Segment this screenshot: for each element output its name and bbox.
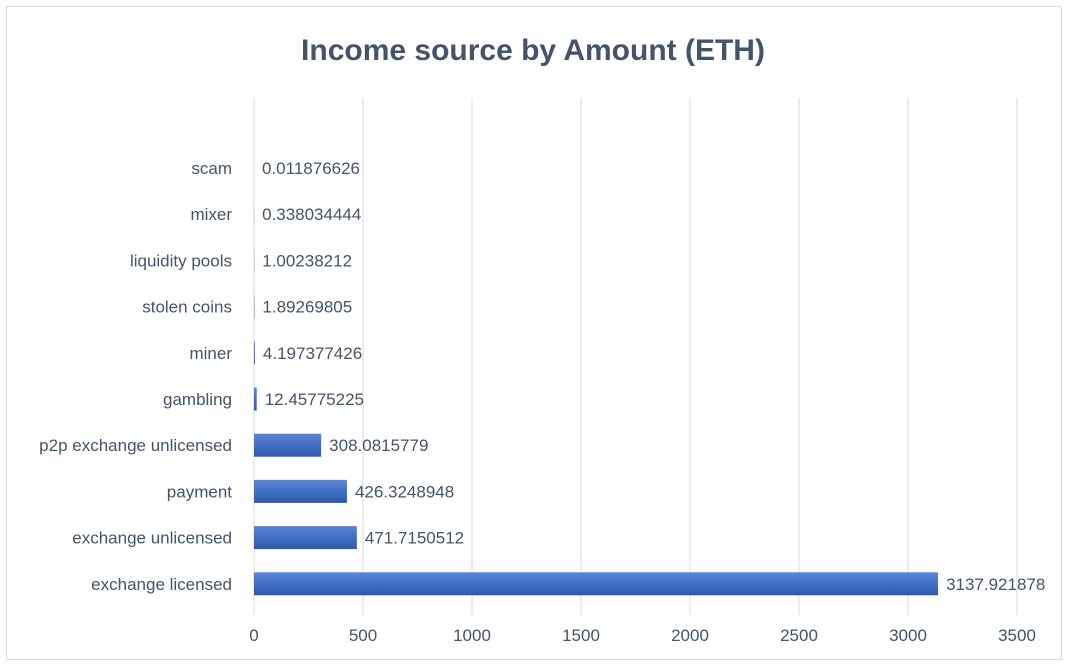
x-tick-label: 3000: [889, 626, 927, 645]
bar: [254, 479, 347, 503]
x-tick-label: 2500: [780, 626, 818, 645]
category-label: scam: [191, 159, 232, 178]
chart-title: Income source by Amount (ETH): [301, 34, 765, 67]
value-label: 3137.921878: [946, 575, 1045, 594]
category-label: liquidity pools: [130, 251, 232, 270]
x-tick-label: 500: [349, 626, 377, 645]
bar: [254, 572, 939, 596]
value-label: 4.197377426: [263, 344, 362, 363]
category-label: stolen coins: [142, 298, 232, 317]
category-label: p2p exchange unlicensed: [39, 436, 232, 455]
category-label: mixer: [190, 205, 232, 224]
value-label: 426.3248948: [355, 482, 454, 501]
bar: [254, 341, 255, 365]
value-label: 12.45775225: [265, 390, 364, 409]
bar: [254, 387, 257, 411]
x-tick-label: 2000: [671, 626, 709, 645]
value-label: 308.0815779: [329, 436, 428, 455]
x-tick-label: 1000: [453, 626, 491, 645]
x-tick-label: 1500: [562, 626, 600, 645]
value-label: 0.011876626: [262, 159, 360, 178]
value-label: 0.338034444: [262, 205, 361, 224]
category-label: miner: [189, 344, 232, 363]
bar: [254, 526, 357, 550]
value-labels: 0.011876626 0.338034444 1.00238212 1.892698…: [262, 159, 1045, 594]
category-labels: scam mixer liquidity pools stolen coins mine…: [39, 159, 232, 594]
value-label: 471.7150512: [365, 529, 464, 548]
bar: [254, 433, 322, 457]
category-label: exchange unlicensed: [72, 529, 232, 548]
x-axis-tick-labels: 0 500 1000 1500 2000 2500 3000 3500: [249, 626, 1036, 645]
category-label: exchange licensed: [91, 575, 232, 594]
value-label: 1.00238212: [262, 251, 352, 270]
category-label: payment: [167, 482, 232, 501]
chart-frame: [6, 6, 1062, 660]
bars: [254, 156, 939, 596]
category-label: gambling: [163, 390, 232, 409]
x-tick-label: 0: [249, 626, 258, 645]
x-tick-label: 3500: [998, 626, 1036, 645]
value-label: 1.89269805: [262, 298, 352, 317]
